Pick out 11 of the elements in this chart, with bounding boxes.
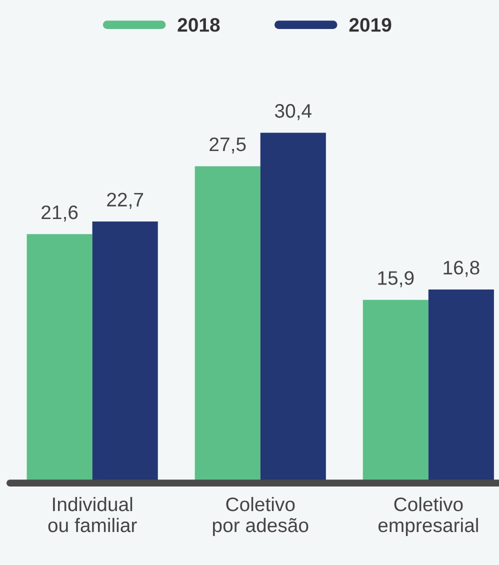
x-tick-label: Individual ou familiar — [48, 496, 137, 532]
data-label: 27,5 — [210, 137, 246, 154]
x-tick-label: Coletivo empresarial — [378, 496, 478, 536]
data-label: 16,8 — [444, 260, 480, 277]
data-label: 21,6 — [42, 205, 78, 222]
x-tick-label: Coletivo por adesão — [212, 496, 308, 536]
legend-label: 2019 — [349, 18, 392, 32]
data-label: 30,4 — [274, 104, 312, 120]
legend-label: 2018 — [178, 18, 220, 32]
data-label: 22,7 — [107, 192, 144, 209]
data-label: 15,9 — [378, 271, 414, 288]
